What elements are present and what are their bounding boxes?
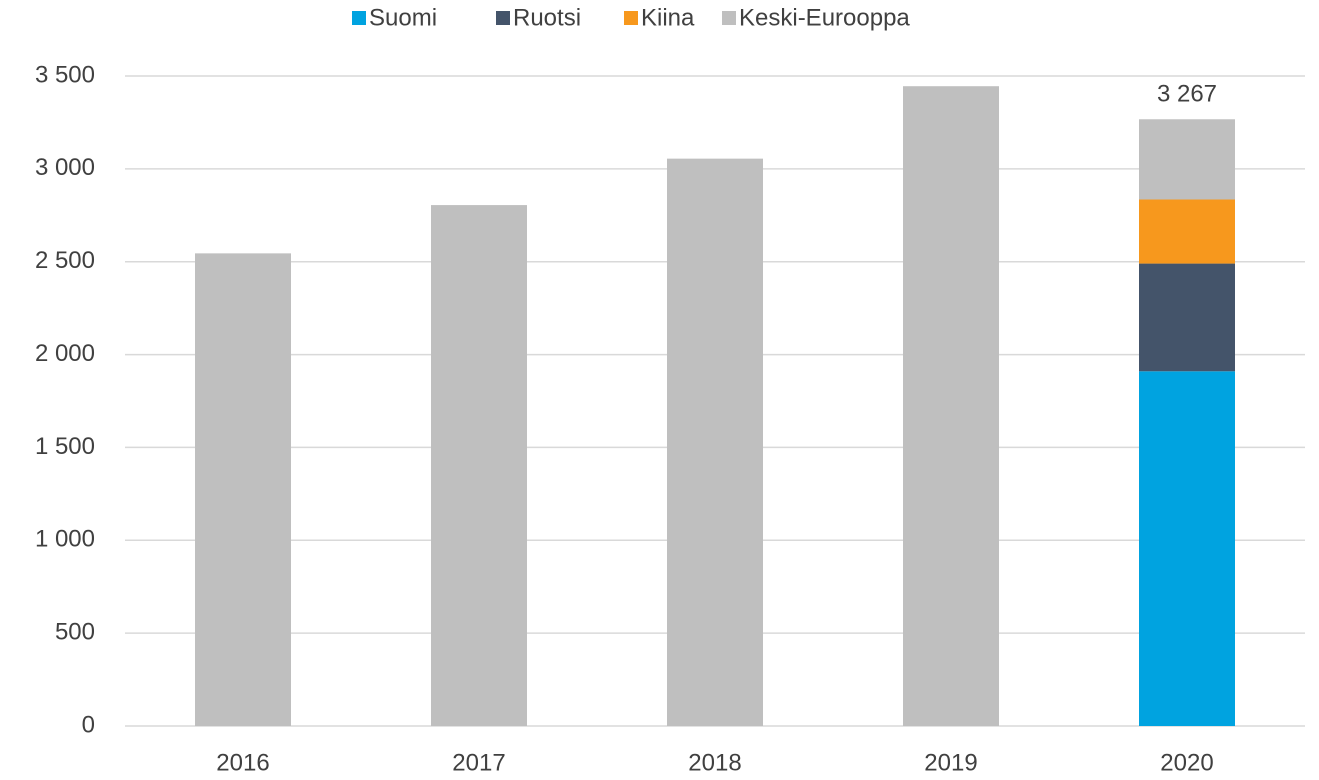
legend-label: Keski-Eurooppa [739,4,910,31]
legend-label: Kiina [641,4,695,31]
y-tick-label: 1 500 [35,433,95,460]
total-label: 3 267 [1157,81,1217,108]
legend-swatch [624,11,638,25]
bar-segment [1139,371,1235,726]
bar-segment [1139,119,1235,200]
x-tick-label: 2017 [452,749,505,776]
x-tick-label: 2016 [216,749,269,776]
legend-swatch [722,11,736,25]
bar-segment [1139,199,1235,264]
y-tick-label: 1 000 [35,526,95,553]
y-tick-label: 0 [82,711,95,738]
y-tick-label: 2 500 [35,247,95,274]
x-tick-label: 2018 [688,749,741,776]
y-tick-label: 500 [55,618,95,645]
bar-segment [195,253,291,726]
bar-segment [903,86,999,726]
legend-label: Ruotsi [513,4,581,31]
bar-segment [1139,263,1235,372]
legend-swatch [496,11,510,25]
bar-segment [667,158,763,727]
legend-swatch [352,11,366,25]
bar-segment [431,205,527,727]
x-tick-label: 2019 [924,749,977,776]
y-tick-label: 3 000 [35,154,95,181]
y-tick-label: 3 500 [35,61,95,88]
legend-label: Suomi [369,4,437,31]
x-tick-label: 2020 [1160,749,1213,776]
y-tick-label: 2 000 [35,340,95,367]
